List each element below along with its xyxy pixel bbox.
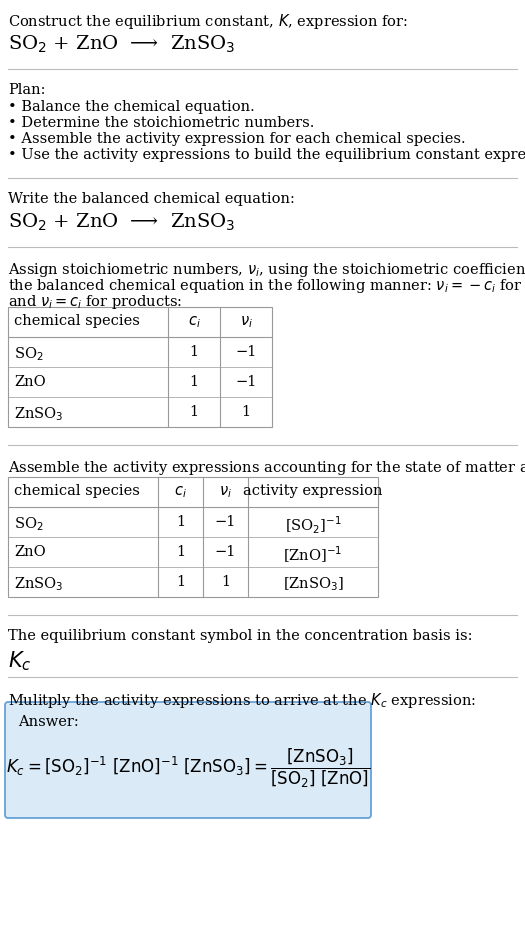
Text: SO$_2$: SO$_2$	[14, 515, 44, 533]
Text: −1: −1	[215, 545, 236, 559]
Text: [ZnSO$_3$]: [ZnSO$_3$]	[282, 575, 343, 592]
Text: ZnO: ZnO	[14, 545, 46, 559]
Bar	[8, 477, 378, 597]
Text: and $\nu_i = c_i$ for products:: and $\nu_i = c_i$ for products:	[8, 293, 182, 311]
Text: 1: 1	[176, 545, 185, 559]
Text: • Determine the stoichiometric numbers.: • Determine the stoichiometric numbers.	[8, 116, 314, 130]
Text: 1: 1	[190, 375, 198, 389]
Text: Mulitply the activity expressions to arrive at the $K_c$ expression:: Mulitply the activity expressions to arr…	[8, 691, 476, 710]
Text: SO$_2$ + ZnO  ⟶  ZnSO$_3$: SO$_2$ + ZnO ⟶ ZnSO$_3$	[8, 34, 236, 55]
Text: $c_i$: $c_i$	[174, 484, 187, 499]
Text: 1: 1	[176, 515, 185, 529]
Text: 1: 1	[190, 405, 198, 419]
Text: ZnO: ZnO	[14, 375, 46, 389]
Text: −1: −1	[235, 345, 257, 359]
Text: $K_c = [\mathrm{SO_2}]^{-1}\ [\mathrm{ZnO}]^{-1}\ [\mathrm{ZnSO_3}] = \dfrac{[\m: $K_c = [\mathrm{SO_2}]^{-1}\ [\mathrm{Zn…	[6, 747, 370, 790]
Text: Plan:: Plan:	[8, 83, 46, 97]
Text: chemical species: chemical species	[14, 314, 140, 328]
Text: SO$_2$: SO$_2$	[14, 345, 44, 363]
Text: −1: −1	[215, 515, 236, 529]
Bar	[8, 307, 272, 427]
Text: • Use the activity expressions to build the equilibrium constant expression.: • Use the activity expressions to build …	[8, 148, 525, 162]
Text: 1: 1	[176, 575, 185, 589]
Text: −1: −1	[235, 375, 257, 389]
Text: SO$_2$ + ZnO  ⟶  ZnSO$_3$: SO$_2$ + ZnO ⟶ ZnSO$_3$	[8, 212, 236, 233]
Text: [SO$_2$]$^{-1}$: [SO$_2$]$^{-1}$	[285, 515, 341, 537]
Text: Write the balanced chemical equation:: Write the balanced chemical equation:	[8, 192, 295, 206]
Text: 1: 1	[221, 575, 230, 589]
Text: ZnSO$_3$: ZnSO$_3$	[14, 575, 64, 592]
Text: activity expression: activity expression	[243, 484, 383, 498]
Text: 1: 1	[242, 405, 250, 419]
Text: • Balance the chemical equation.: • Balance the chemical equation.	[8, 100, 255, 114]
Text: $\nu_i$: $\nu_i$	[239, 314, 253, 330]
Text: 1: 1	[190, 345, 198, 359]
FancyBboxPatch shape	[5, 702, 371, 818]
Text: $K_c$: $K_c$	[8, 649, 32, 672]
Text: the balanced chemical equation in the following manner: $\nu_i = -c_i$ for react: the balanced chemical equation in the fo…	[8, 277, 525, 295]
Text: chemical species: chemical species	[14, 484, 140, 498]
Text: Answer:: Answer:	[18, 715, 79, 729]
Text: Construct the equilibrium constant, $K$, expression for:: Construct the equilibrium constant, $K$,…	[8, 12, 408, 31]
Text: Assign stoichiometric numbers, $\nu_i$, using the stoichiometric coefficients, $: Assign stoichiometric numbers, $\nu_i$, …	[8, 261, 525, 279]
Text: [ZnO]$^{-1}$: [ZnO]$^{-1}$	[284, 545, 343, 565]
Text: Assemble the activity expressions accounting for the state of matter and $\nu_i$: Assemble the activity expressions accoun…	[8, 459, 525, 477]
Text: ZnSO$_3$: ZnSO$_3$	[14, 405, 64, 423]
Text: $\nu_i$: $\nu_i$	[219, 484, 232, 499]
Text: • Assemble the activity expression for each chemical species.: • Assemble the activity expression for e…	[8, 132, 466, 146]
Text: $c_i$: $c_i$	[187, 314, 201, 330]
Text: The equilibrium constant symbol in the concentration basis is:: The equilibrium constant symbol in the c…	[8, 629, 472, 643]
